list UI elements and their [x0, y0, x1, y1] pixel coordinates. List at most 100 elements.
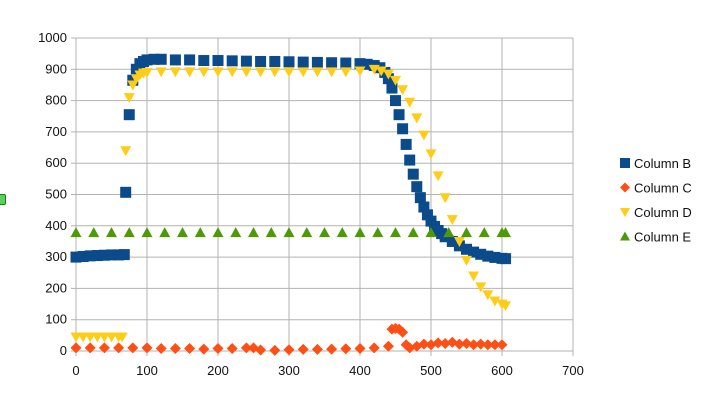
y-tick-label: 200: [45, 280, 67, 295]
data-point: [159, 227, 171, 238]
data-point: [91, 250, 103, 262]
data-point: [212, 67, 224, 78]
data-point: [468, 246, 480, 258]
data-point: [382, 69, 394, 80]
data-point: [489, 339, 501, 351]
data-point: [411, 113, 423, 124]
data-point: [297, 56, 309, 68]
data-point: [212, 227, 224, 238]
data-point: [407, 168, 419, 180]
data-point: [177, 227, 188, 238]
data-point: [432, 171, 444, 182]
legend-item: Column E: [620, 230, 691, 245]
data-point: [283, 227, 295, 238]
data-point: [418, 338, 430, 350]
data-point: [123, 109, 135, 121]
data-point: [169, 54, 181, 66]
y-tick-label: 0: [60, 343, 67, 358]
data-point: [382, 340, 394, 352]
data-point: [98, 249, 110, 261]
data-point: [127, 342, 139, 354]
data-point: [255, 67, 267, 78]
data-point: [489, 296, 501, 307]
data-point: [194, 227, 206, 238]
data-point: [432, 337, 444, 349]
data-point: [482, 250, 494, 262]
data-point: [70, 342, 82, 354]
legend-label: Column E: [634, 230, 691, 245]
data-point: [198, 55, 210, 67]
chart-plot-area: [70, 53, 512, 356]
data-point: [375, 66, 387, 77]
data-point: [123, 93, 135, 103]
y-tick-label: 100: [45, 312, 67, 327]
data-point: [439, 193, 451, 204]
data-point: [141, 54, 153, 66]
data-point: [443, 227, 455, 238]
data-point: [414, 192, 426, 204]
data-point: [198, 343, 210, 355]
data-point: [184, 67, 196, 78]
data-point: [269, 55, 281, 67]
data-point: [88, 227, 100, 238]
y-tick-label: 1000: [38, 30, 67, 45]
data-point: [397, 326, 409, 338]
data-point: [404, 97, 416, 108]
data-point: [120, 146, 132, 157]
data-point: [500, 227, 512, 238]
data-point: [354, 227, 366, 238]
data-point: [311, 56, 323, 68]
data-point: [354, 66, 366, 77]
x-tick-label: 300: [278, 363, 300, 378]
data-point: [127, 74, 139, 86]
data-point: [169, 67, 181, 78]
data-point: [407, 227, 419, 238]
data-point: [461, 243, 472, 255]
data-point: [311, 67, 323, 78]
data-point: [390, 75, 401, 86]
data-point: [500, 253, 512, 265]
data-point: [453, 338, 465, 350]
data-point: [475, 338, 487, 350]
data-point: [113, 342, 125, 354]
data-point: [425, 149, 437, 160]
data-point: [169, 342, 181, 354]
series-column-e: [70, 227, 512, 238]
data-point: [116, 332, 128, 343]
y-tick-label: 500: [45, 187, 67, 202]
data-point: [411, 181, 423, 193]
x-tick-label: 0: [72, 363, 79, 378]
legend-item: Column C: [620, 181, 692, 196]
data-point: [340, 343, 352, 355]
x-tick-label: 200: [207, 363, 229, 378]
data-point: [489, 251, 501, 263]
data-point: [461, 255, 472, 266]
chart-legend: Column B Column C Column D Column E: [620, 156, 692, 245]
data-point: [98, 342, 110, 354]
y-tick-label: 800: [45, 93, 67, 108]
data-point: [240, 342, 252, 354]
chart-selection-handle[interactable]: [0, 194, 6, 205]
data-point: [475, 282, 487, 293]
data-point: [418, 130, 430, 141]
data-point: [404, 342, 416, 354]
data-point: [269, 344, 281, 356]
data-point: [130, 63, 142, 75]
data-point: [368, 342, 380, 354]
data-point: [106, 332, 117, 343]
data-point: [155, 67, 167, 78]
data-point: [113, 249, 125, 261]
data-point: [248, 227, 259, 238]
legend-marker: [620, 182, 630, 193]
data-point: [297, 343, 309, 355]
data-point: [240, 55, 252, 67]
data-point: [354, 58, 366, 70]
data-point: [439, 337, 451, 349]
data-point: [226, 67, 238, 78]
data-point: [326, 57, 338, 69]
data-point: [397, 85, 409, 96]
data-point: [340, 57, 352, 69]
data-point: [155, 53, 167, 65]
data-point: [155, 342, 167, 354]
data-point: [84, 342, 96, 354]
